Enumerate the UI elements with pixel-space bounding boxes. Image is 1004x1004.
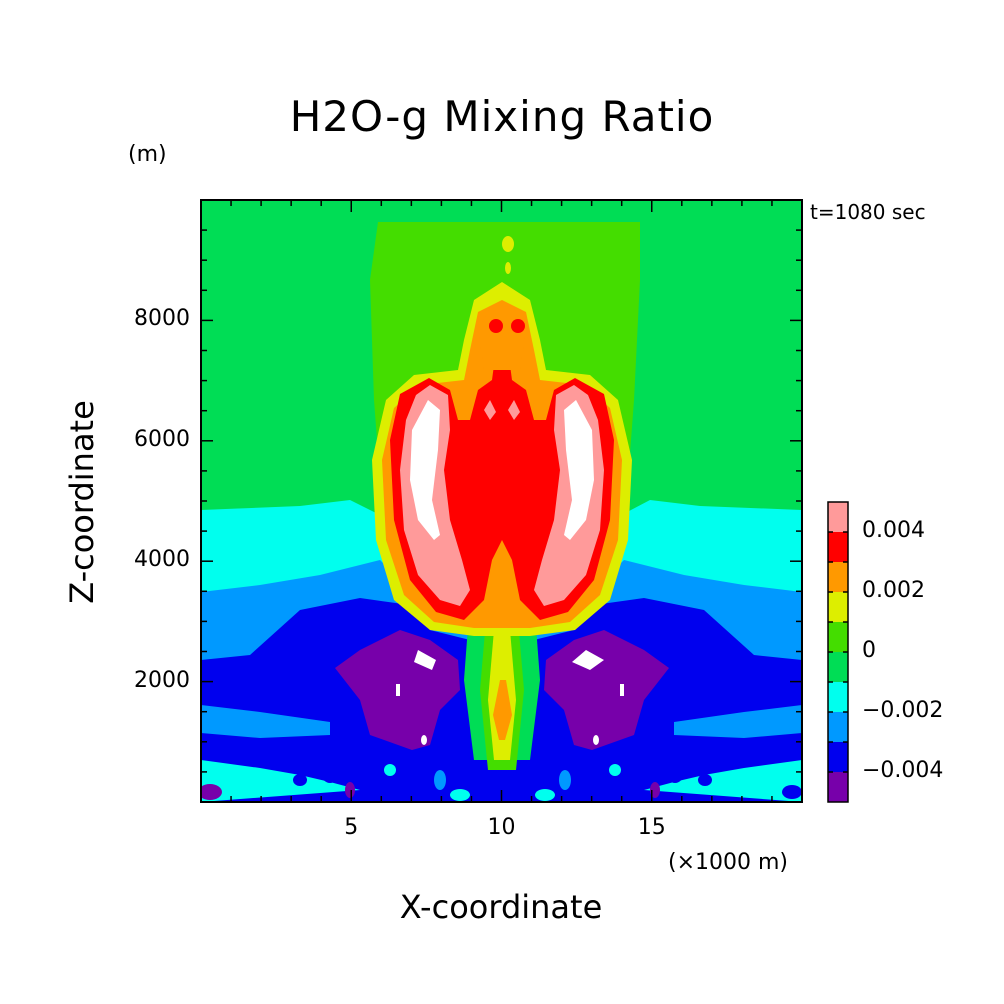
x-tick-label: 5 (344, 815, 359, 840)
field-plume-white-right (564, 400, 594, 540)
x-axis-label: X-coordinate (399, 888, 603, 926)
y-tick-label: 4000 (134, 547, 190, 573)
time-annotation: t=1080 sec (810, 200, 926, 224)
field-top-red-right (511, 319, 525, 333)
colorbar-ticks (828, 531, 848, 773)
field-top-red-left (489, 319, 503, 333)
field-stem-orange (493, 680, 512, 740)
y-tick-label: 8000 (134, 306, 190, 332)
colorbar-tick-label: 0 (862, 638, 876, 663)
colorbar-tick-label: −0.004 (862, 758, 944, 783)
chart-title: H2O-g Mixing Ratio (289, 92, 715, 141)
field-plume-white-left (410, 400, 440, 540)
y-tick-label: 2000 (134, 667, 190, 693)
field-top-yellow-dot (505, 262, 511, 274)
field-top-yellow-blob (502, 236, 514, 252)
colorbar-segment (828, 652, 848, 683)
colorbar-tick-label: −0.002 (862, 698, 944, 723)
colorbar-segment (828, 742, 848, 773)
field-small-white-right (620, 684, 624, 696)
field-small-white-left-2 (421, 735, 427, 745)
y-axis-unit: (m) (128, 142, 167, 167)
field-blue-lower-band-right (674, 705, 802, 738)
field-pink-center (484, 400, 520, 420)
field-small-white-left (396, 684, 400, 696)
field-cyan-lower-right (644, 760, 802, 802)
x-axis-unit: (×1000 m) (668, 850, 789, 875)
colorbar-segment (828, 562, 848, 593)
colorbar-segment (828, 712, 848, 743)
colorbar-segment (828, 502, 848, 533)
colorbar-segment (828, 622, 848, 653)
colorbar-tick-label: 0.004 (862, 518, 925, 543)
field-cyan-lower-left (201, 760, 360, 802)
field-small-white-right-2 (593, 735, 599, 745)
x-tick-label: 15 (637, 815, 666, 840)
colorbar (827, 501, 849, 803)
colorbar-segment (828, 772, 848, 803)
y-tick-label: 6000 (134, 426, 190, 452)
field-blue-lower-band (201, 705, 330, 738)
colorbar-tick-label: 0.002 (862, 578, 925, 603)
colorbar-segment (828, 592, 848, 623)
field-dry-pocket-right-white (572, 650, 604, 670)
field-top-orange (478, 308, 526, 370)
colorbar-segment (828, 532, 848, 563)
x-tick-label: 10 (487, 815, 516, 840)
colorbar-segment (828, 682, 848, 713)
field-blue-layer (201, 598, 802, 802)
axis-ticks (201, 200, 802, 802)
field-dry-pocket-left-white (414, 650, 436, 670)
